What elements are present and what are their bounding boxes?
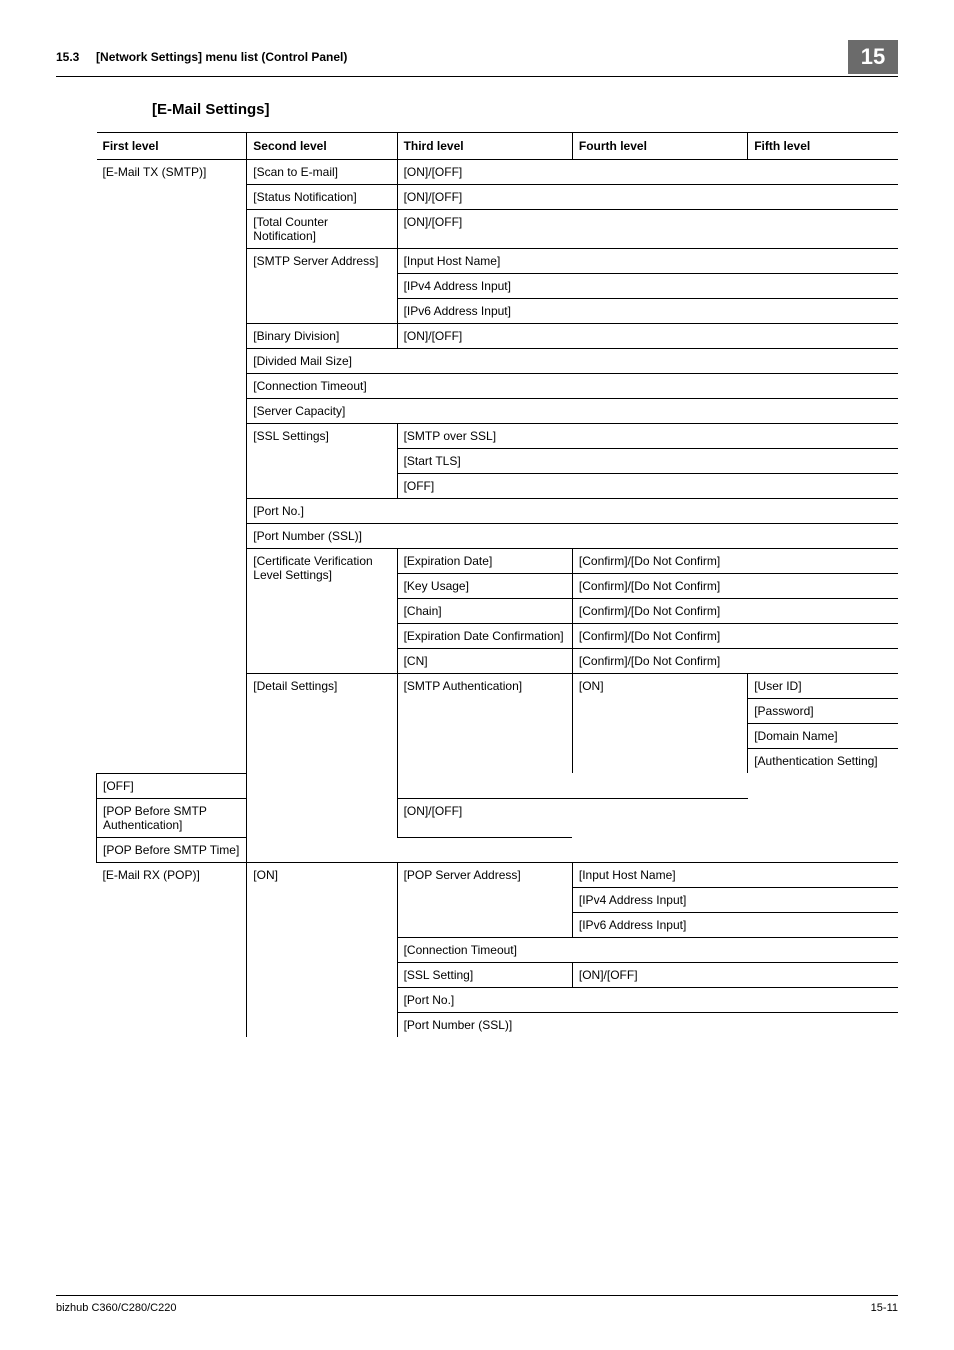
cell-level2: [Certificate Verification Level Settings… [247, 549, 397, 674]
cell-level3: [IPv4 Address Input] [397, 274, 898, 299]
header-section-number: 15.3 [56, 50, 79, 64]
table-row: [POP Before SMTP Time] [97, 837, 899, 862]
cell-level3: [Start TLS] [397, 449, 898, 474]
cell-level3: [OFF] [397, 474, 898, 499]
col-header: Fifth level [748, 133, 898, 160]
cell-level3: [POP Before SMTP Time] [97, 837, 573, 862]
cell-level4: [OFF] [97, 773, 398, 798]
cell-level3: [CN] [397, 649, 572, 674]
cell-level4: [Confirm]/[Do Not Confirm] [572, 649, 898, 674]
cell-level3: [ON]/[OFF] [397, 324, 898, 349]
cell-level3: [SMTP over SSL] [397, 424, 898, 449]
cell-level2: [Connection Timeout] [247, 374, 898, 399]
cell-level1: [E-Mail RX (POP)] [97, 862, 247, 1037]
cell-level4: [Confirm]/[Do Not Confirm] [572, 599, 898, 624]
cell-level2: [Status Notification] [247, 185, 397, 210]
cell-level3: [Expiration Date Confirmation] [397, 624, 572, 649]
table-row: [POP Before SMTP Authentication] [ON]/[OF… [97, 798, 899, 837]
table-row: [E-Mail TX (SMTP)][Scan to E-mail][ON]/[… [97, 160, 899, 185]
cell-level2: [Scan to E-mail] [247, 160, 397, 185]
cell-level4: [ON]/[OFF] [572, 962, 898, 987]
cell-level2: [ON] [247, 862, 397, 1037]
cell-level4: [Confirm]/[Do Not Confirm] [572, 574, 898, 599]
cell-level4: [ON]/[OFF] [397, 798, 748, 837]
table-header-row: First level Second level Third level Fou… [97, 133, 899, 160]
cell-level3: [Port No.] [397, 987, 898, 1012]
cell-level4: [ON] [572, 674, 747, 774]
cell-level3: [Key Usage] [397, 574, 572, 599]
page-footer: bizhub C360/C280/C220 15-11 [56, 1295, 898, 1314]
col-header: Second level [247, 133, 397, 160]
cell-level2: [Port Number (SSL)] [247, 524, 898, 549]
chapter-badge: 15 [848, 40, 898, 74]
footer-left: bizhub C360/C280/C220 [56, 1302, 176, 1314]
cell-level4: [Confirm]/[Do Not Confirm] [572, 624, 898, 649]
cell-level4: [IPv4 Address Input] [572, 887, 898, 912]
section-heading: [E-Mail Settings] [152, 101, 898, 118]
cell-level5: [Authentication Setting] [748, 749, 898, 774]
header-section: 15.3 [Network Settings] menu list (Contr… [56, 40, 347, 64]
cell-level3: [ON]/[OFF] [397, 160, 898, 185]
cell-level3: [SMTP Authentication] [397, 674, 572, 799]
cell-level3: [POP Server Address] [397, 862, 572, 937]
cell-level4: [IPv6 Address Input] [572, 912, 898, 937]
cell-level3: [Connection Timeout] [397, 937, 898, 962]
cell-level1: [E-Mail TX (SMTP)] [97, 160, 247, 774]
settings-table: First level Second level Third level Fou… [96, 132, 898, 1037]
cell-level2: [SSL Settings] [247, 424, 397, 499]
cell-level5: [User ID] [748, 674, 898, 699]
cell-level4: [Input Host Name] [572, 862, 898, 887]
cell-level5: [Domain Name] [748, 724, 898, 749]
col-header: Fourth level [572, 133, 747, 160]
cell-level2: [Binary Division] [247, 324, 397, 349]
header-section-title: [Network Settings] menu list (Control Pa… [96, 50, 347, 64]
cell-level2: [Divided Mail Size] [247, 349, 898, 374]
cell-level4: [Confirm]/[Do Not Confirm] [572, 549, 898, 574]
cell-level2: [SMTP Server Address] [247, 249, 397, 324]
cell-level3: [SSL Setting] [397, 962, 572, 987]
col-header: Third level [397, 133, 572, 160]
footer-right: 15-11 [871, 1302, 898, 1314]
cell-level3: [Port Number (SSL)] [397, 1012, 898, 1037]
cell-level3: [ON]/[OFF] [397, 185, 898, 210]
cell-level3: [IPv6 Address Input] [397, 299, 898, 324]
cell-level3: [Chain] [397, 599, 572, 624]
cell-level3: [ON]/[OFF] [397, 210, 898, 249]
cell-level3: [POP Before SMTP Authentication] [97, 798, 247, 837]
col-header: First level [97, 133, 247, 160]
cell-level2: [Server Capacity] [247, 399, 898, 424]
cell-level3: [Expiration Date] [397, 549, 572, 574]
cell-level5: [Password] [748, 699, 898, 724]
cell-level2: [Detail Settings] [247, 674, 397, 863]
table-row: [E-Mail RX (POP)][ON][POP Server Address… [97, 862, 899, 887]
cell-level2: [Port No.] [247, 499, 898, 524]
cell-level2: [Total Counter Notification] [247, 210, 397, 249]
cell-level3: [Input Host Name] [397, 249, 898, 274]
